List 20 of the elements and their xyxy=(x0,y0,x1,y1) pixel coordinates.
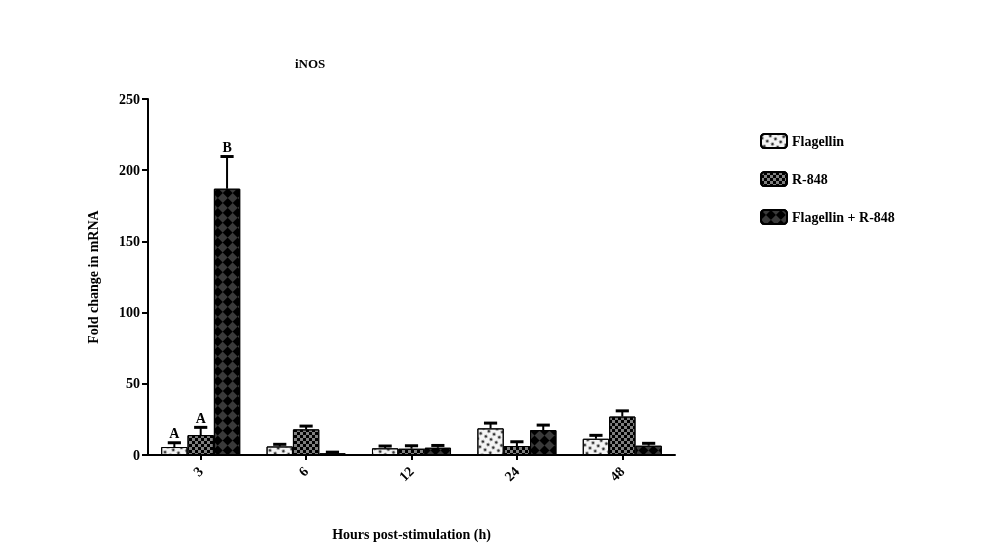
legend-label: R-848 xyxy=(792,171,828,187)
legend-label: Flagellin xyxy=(792,133,845,149)
y-tick-label: 0 xyxy=(133,447,140,463)
annotation: A xyxy=(169,426,181,442)
y-tick-label: 250 xyxy=(119,91,140,107)
legend-label: Flagellin + R-848 xyxy=(792,209,895,225)
annotation: B xyxy=(222,140,232,156)
y-axis-title: Fold change in mRNA xyxy=(85,209,101,344)
x-tick-label: 6 xyxy=(295,463,312,480)
chart-title: iNOS xyxy=(295,56,326,71)
x-tick-label: 24 xyxy=(501,463,523,485)
y-tick-label: 200 xyxy=(119,162,140,178)
x-tick-label: 3 xyxy=(190,463,206,480)
x-tick-label: 12 xyxy=(396,463,417,485)
x-tick-label: 48 xyxy=(607,463,628,485)
annotation: A xyxy=(195,410,207,426)
x-axis-title: Hours post-stimulation (h) xyxy=(332,526,492,543)
y-tick-label: 150 xyxy=(119,233,140,249)
y-tick-label: 100 xyxy=(119,305,140,321)
y-tick-label: 50 xyxy=(126,376,140,392)
